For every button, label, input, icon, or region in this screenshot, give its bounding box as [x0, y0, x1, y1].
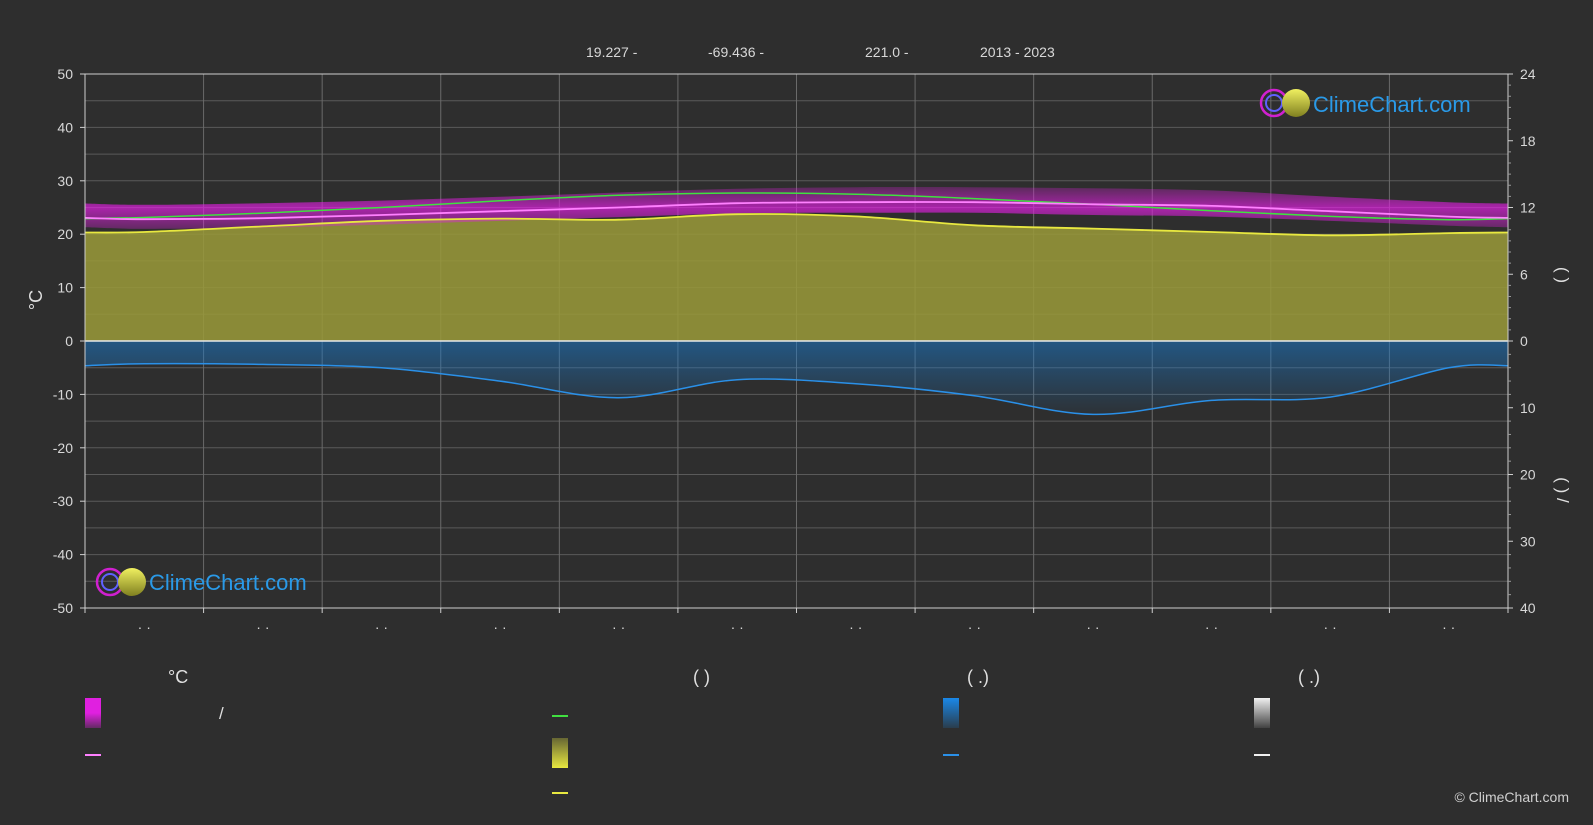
x-tick-label: · ·: [612, 619, 625, 635]
left-tick-label: -40: [53, 547, 73, 563]
right-lower-tick-label: 30: [1520, 533, 1536, 549]
x-tick-label: · ·: [849, 619, 862, 635]
legend-temp-range-swatch: [85, 698, 101, 728]
left-tick-label: -20: [53, 440, 73, 456]
legend-daylight-line: [552, 715, 568, 717]
legend-sunshine-swatch: [552, 738, 568, 768]
mean-temp-line: [84, 201, 1509, 221]
climate-chart: 50 40 30 20 10 0 -10 -20 -30 -40 -50 24 18 12 6 0 10 20 30…: [26, 66, 1572, 635]
precip-area: [85, 341, 1508, 415]
header-years: 2013 - 2023: [980, 44, 1055, 60]
left-tick-label: -30: [53, 493, 73, 509]
header-elevation: 221.0 -: [865, 44, 909, 60]
x-tick-label: · ·: [1086, 619, 1099, 635]
y-axis-label-left: °C: [26, 290, 46, 310]
daylight-line: [84, 192, 1509, 221]
left-tick-label: 20: [57, 226, 73, 242]
x-tick-label: · ·: [1442, 619, 1455, 635]
right-upper-tick-label: 6: [1520, 266, 1528, 282]
legend-rain-swatch: [943, 698, 959, 728]
right-upper-tick-label: 24: [1520, 66, 1536, 82]
left-tick-label: 0: [65, 333, 73, 349]
right-upper-tick-label: 12: [1520, 200, 1536, 216]
header-longitude: -69.436 -: [708, 44, 765, 60]
header-latitude: 19.227 -: [586, 44, 638, 60]
x-tick-label: · ·: [375, 619, 388, 635]
legend-temp-header: °C: [168, 667, 189, 687]
fill-layer: [85, 187, 1508, 415]
x-tick-label: · ·: [493, 619, 506, 635]
precip-line: [84, 362, 1509, 416]
x-tick-label: · ·: [138, 619, 151, 635]
axis-layer: 50 40 30 20 10 0 -10 -20 -30 -40 -50 24 18 12 6 0 10 20 30…: [53, 66, 1536, 635]
legend-rain-header: ( .): [967, 667, 989, 687]
logo-sun-icon: [118, 568, 146, 596]
left-tick-label: 50: [57, 66, 73, 82]
left-tick-label: -50: [53, 600, 73, 616]
legend-sun-header: ( ): [693, 667, 710, 687]
right-upper-tick-label: 18: [1520, 133, 1536, 149]
right-lower-tick-label: 40: [1520, 600, 1536, 616]
legend-snow-header: ( .): [1298, 667, 1320, 687]
legend-sunshine-line: [552, 792, 568, 794]
sunshine-line: [84, 213, 1509, 237]
legend-temp-slash: /: [219, 704, 224, 723]
line-layer: [84, 192, 1509, 416]
right-lower-tick-label: 10: [1520, 400, 1536, 416]
left-tick-label: 10: [57, 280, 73, 296]
left-tick-label: 30: [57, 173, 73, 189]
legend-snow-line: [1254, 754, 1270, 756]
sunshine-area: [85, 214, 1508, 341]
logo-text-bottom: ClimeChart.com: [149, 570, 307, 595]
climechart-logo-bottom: ClimeChart.com: [95, 567, 307, 597]
x-tick-label: · ·: [256, 619, 269, 635]
y-axis-label-right-lower: ( ) /: [1553, 477, 1572, 503]
right-lower-tick-label: 20: [1520, 467, 1536, 483]
copyright: © ClimeChart.com: [1454, 789, 1569, 805]
x-tick-label: · ·: [1324, 619, 1337, 635]
left-tick-label: -10: [53, 386, 73, 402]
climechart-logo-top: ClimeChart.com: [1259, 88, 1471, 118]
legend-snow-swatch: [1254, 698, 1270, 728]
x-tick-label: · ·: [731, 619, 744, 635]
x-tick-label: · ·: [968, 619, 981, 635]
logo-ring-inner-icon: [101, 573, 119, 591]
legend-rain-line: [943, 754, 959, 756]
logo-text-top: ClimeChart.com: [1313, 92, 1471, 117]
y-axis-label-right-upper: ( ): [1553, 267, 1572, 283]
x-tick-label: · ·: [1205, 619, 1218, 635]
left-tick-label: 40: [57, 119, 73, 135]
logo-sun-icon: [1282, 89, 1310, 117]
right-lower-tick-label: 0: [1520, 333, 1528, 349]
legend-mean-temp-line: [85, 754, 101, 756]
logo-ring-inner-icon: [1265, 94, 1283, 112]
